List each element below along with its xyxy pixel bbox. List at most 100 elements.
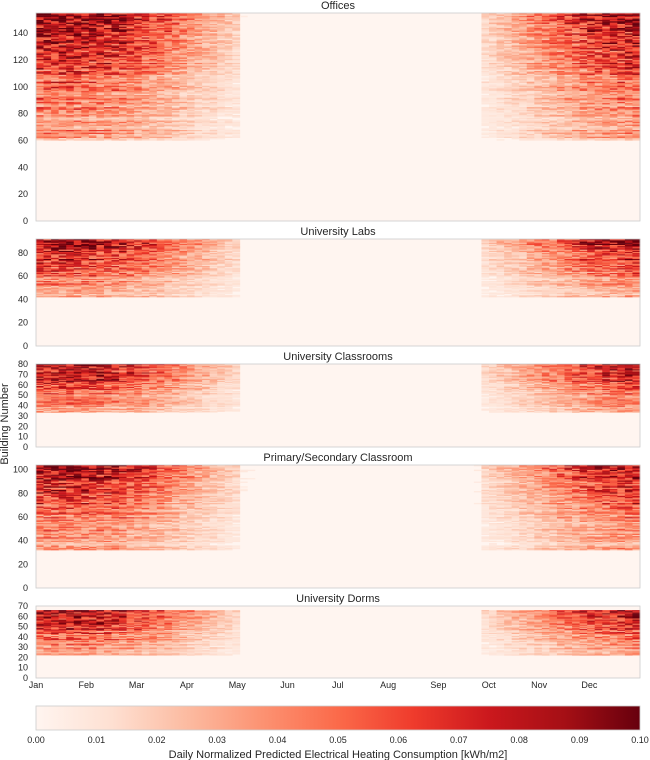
heatmap-cell — [164, 42, 173, 45]
heatmap-cell — [164, 34, 173, 37]
heatmap-cell — [126, 290, 135, 292]
heatmap-cell — [519, 119, 528, 121]
heatmap-cell — [156, 100, 165, 102]
heatmap-cell — [149, 22, 158, 24]
heatmap-cell — [202, 57, 210, 59]
heatmap-cell — [504, 34, 512, 37]
heatmap-cell — [556, 19, 565, 22]
heatmap-cell — [164, 41, 173, 43]
heatmap-cell — [43, 25, 52, 27]
heatmap-cell — [187, 290, 195, 292]
heatmap-cell — [66, 287, 75, 290]
heatmap-cell — [609, 136, 618, 138]
heatmap-cell — [632, 287, 641, 290]
heatmap-cell — [51, 74, 59, 77]
heatmap-cell — [572, 98, 580, 101]
heatmap-cell — [511, 31, 520, 34]
heatmap-cell — [579, 43, 588, 46]
heatmap-cell — [549, 116, 558, 118]
heatmap-cell — [202, 117, 210, 120]
heatmap-cell — [587, 27, 595, 30]
heatmap-cell — [171, 105, 180, 108]
heatmap-cell — [564, 77, 573, 79]
heatmap-cell — [149, 61, 158, 63]
heatmap-cell — [81, 68, 90, 70]
heatmap-cell — [481, 110, 490, 113]
heatmap-cell — [96, 133, 105, 136]
heatmap-cell — [519, 120, 528, 122]
heatmap-cell — [209, 34, 218, 37]
heatmap-cell — [51, 29, 59, 31]
heatmap-cell — [579, 17, 588, 19]
heatmap-cell — [164, 61, 173, 63]
heatmap-cell — [126, 25, 135, 27]
heatmap-cell — [632, 129, 641, 132]
heatmap-cell — [179, 100, 188, 102]
heatmap-cell — [587, 34, 595, 37]
heatmap-cell — [632, 106, 641, 109]
heatmap-cell — [232, 58, 241, 61]
heatmap-cell — [481, 26, 490, 28]
heatmap-cell — [88, 62, 97, 65]
heatmap-cell — [602, 81, 611, 83]
heatmap-cell — [632, 289, 641, 291]
heatmap-cell — [126, 120, 135, 122]
heatmap-cell — [549, 94, 558, 97]
heatmap-cell — [572, 30, 580, 32]
heatmap-cell — [58, 31, 67, 34]
heatmap-cell — [594, 113, 603, 116]
heatmap-cell — [594, 119, 603, 121]
heatmap-cell — [126, 23, 135, 26]
heatmap-cell — [36, 84, 44, 86]
heatmap-cell — [617, 100, 626, 102]
heatmap-cell — [232, 47, 241, 50]
heatmap-cell — [519, 127, 528, 129]
heatmap-cell — [141, 108, 150, 110]
heatmap-cell — [541, 116, 550, 118]
heatmap-cell — [617, 27, 626, 30]
heatmap-cell — [36, 90, 44, 93]
heatmap-cell — [149, 108, 158, 110]
heatmap-cell — [141, 110, 150, 113]
heatmap-cell — [579, 104, 588, 106]
heatmap-cell — [534, 106, 543, 109]
heatmap-cell — [119, 29, 127, 31]
heatmap-cell — [632, 27, 641, 30]
heatmap-cell — [594, 43, 603, 46]
heatmap-cell — [149, 121, 158, 124]
heatmap-cell — [134, 74, 142, 77]
heatmap-cell — [88, 33, 97, 35]
heatmap-cell — [36, 285, 44, 287]
heatmap-cell — [602, 90, 611, 93]
heatmap-cell — [187, 59, 195, 62]
heatmap-cell — [579, 112, 588, 114]
heatmap-cell — [51, 81, 59, 83]
heatmap-cell — [194, 295, 203, 298]
heatmap-cell — [489, 77, 497, 79]
heatmap-cell — [36, 50, 44, 53]
heatmap-cell — [564, 93, 573, 96]
heatmap-cell — [481, 34, 490, 37]
heatmap-cell — [511, 289, 520, 291]
heatmap-cell — [224, 22, 233, 24]
heatmap-cell — [202, 47, 210, 50]
heatmap-cell — [511, 43, 520, 46]
heatmap-cell — [43, 97, 52, 100]
heatmap-cell — [149, 13, 158, 15]
heatmap-cell — [587, 30, 595, 32]
heatmap-cell — [81, 34, 90, 37]
heatmap-cell — [496, 14, 505, 16]
heatmap-cell — [617, 135, 626, 137]
heatmap-cell — [617, 19, 626, 22]
heatmap-cell — [224, 100, 233, 102]
heatmap-cell — [579, 93, 588, 96]
heatmap-cell — [209, 98, 218, 101]
heatmap-cell — [103, 102, 112, 105]
heatmap-cell — [224, 27, 233, 30]
heatmap-cell — [504, 116, 512, 118]
heatmap-cell — [66, 78, 75, 81]
heatmap-cell — [202, 59, 210, 62]
heatmap-cell — [36, 23, 44, 26]
heatmap-cell — [111, 102, 120, 105]
heatmap-cell — [103, 89, 112, 92]
